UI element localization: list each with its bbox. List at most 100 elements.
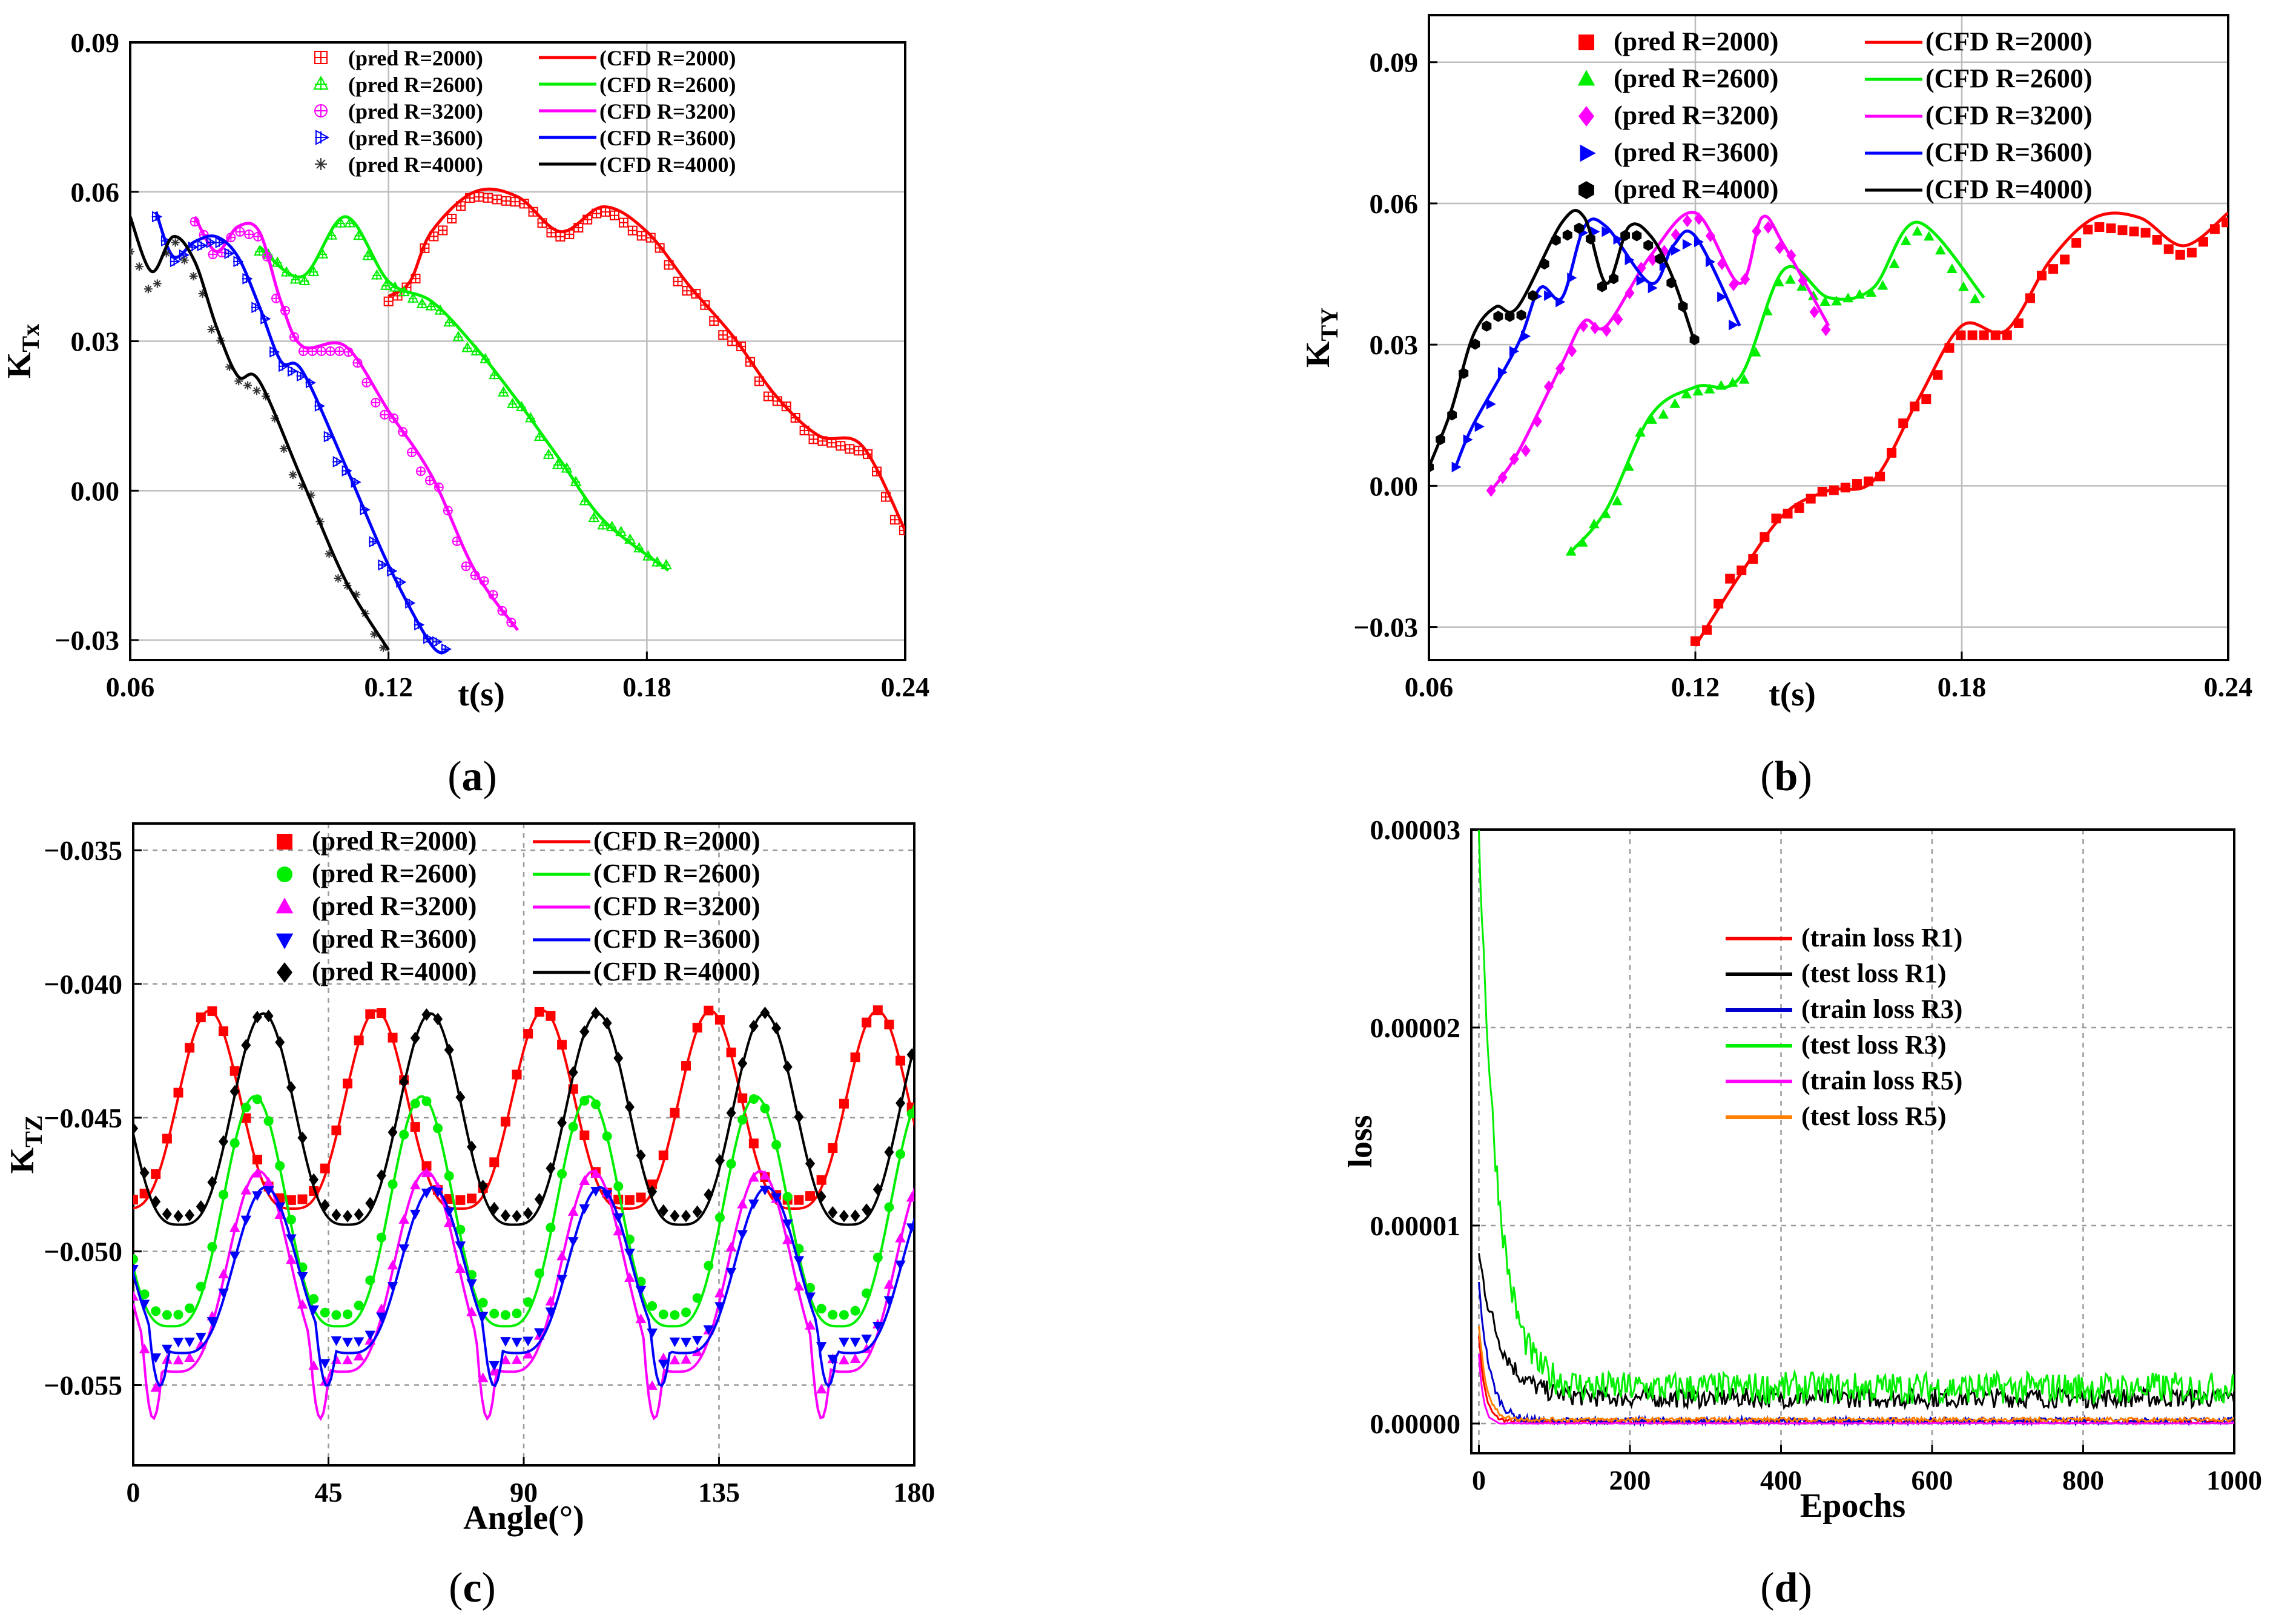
panel-a-point-2-23 bbox=[461, 342, 473, 352]
panel-a-point-0-0 bbox=[383, 296, 394, 306]
panel-c-ytick-label-0: −0.055 bbox=[44, 1370, 122, 1401]
panel-c-point-4-35 bbox=[523, 1348, 533, 1359]
panel-a-legend-pred-label-3: (pred R=3600) bbox=[348, 126, 483, 150]
panel-a-point-6-31 bbox=[432, 636, 443, 648]
panel-b-point-0-32 bbox=[2060, 254, 2070, 265]
panel-c-point-0-59 bbox=[794, 1195, 804, 1205]
panel-b-point-2-10 bbox=[1681, 388, 1692, 398]
panel-c-point-6-34 bbox=[511, 1338, 523, 1348]
panel-b-point-0-20 bbox=[1921, 394, 1931, 404]
panel-c-point-6-26 bbox=[421, 1189, 432, 1199]
panel-c-point-8-60 bbox=[805, 1157, 815, 1170]
panel-c-legend-marker-2 bbox=[275, 897, 294, 914]
panel-c-legend-cfd-label-1: (CFD R=2600) bbox=[593, 859, 760, 888]
panel-c-point-4-52 bbox=[714, 1287, 725, 1298]
panel-c-legend-marker-1 bbox=[277, 866, 292, 882]
panel-c-point-0-70 bbox=[918, 1146, 928, 1156]
panel-c-point-8-6 bbox=[196, 1200, 206, 1213]
panel-c-point-4-29 bbox=[455, 1263, 466, 1273]
panel-c-point-8-17 bbox=[320, 1199, 330, 1212]
panel-d-xtick-label-0: 0 bbox=[1472, 1465, 1486, 1496]
panel-a-point-8-4 bbox=[162, 249, 171, 258]
panel-c-point-8-50 bbox=[692, 1205, 702, 1218]
panel-a-point-2-17 bbox=[407, 292, 419, 303]
panel-a-point-0-11 bbox=[483, 193, 493, 203]
panel-b-plot-area bbox=[1429, 209, 2228, 647]
panel-c-point-2-62 bbox=[828, 1310, 838, 1320]
panel-a-point-6-8 bbox=[224, 248, 235, 259]
panel-d-ytick-label-0: 0.00000 bbox=[1370, 1408, 1461, 1439]
panel-c-point-8-5 bbox=[185, 1209, 195, 1222]
panel-a-point-2-32 bbox=[543, 448, 555, 460]
panel-b-xtick-label-1: 0.12 bbox=[1671, 672, 1720, 702]
panel-c-point-2-63 bbox=[839, 1310, 849, 1320]
panel-c-point-4-59 bbox=[793, 1281, 805, 1291]
panel-c-point-4-44 bbox=[624, 1272, 635, 1282]
panel-a-caption: (a) bbox=[447, 753, 497, 800]
panel-b-legend-marker-0 bbox=[1578, 35, 1594, 50]
panel-d-legend-label-1: (test loss R1) bbox=[1801, 959, 1947, 988]
panel-a-point-4-30 bbox=[461, 561, 471, 572]
panel-a-point-8-18 bbox=[288, 470, 297, 480]
panel-c-point-4-64 bbox=[849, 1353, 861, 1364]
panel-c-legend-pred-label-2: (pred R=3200) bbox=[312, 891, 477, 921]
panel-d-series-4 bbox=[1478, 1353, 2234, 1425]
panel-b-point-2-15 bbox=[1738, 374, 1750, 384]
panel-d-xtick-label-1: 200 bbox=[1609, 1465, 1651, 1496]
panel-a-plot-area bbox=[130, 187, 905, 655]
panel-b-point-2-19 bbox=[1785, 274, 1796, 284]
panel-a-point-8-6 bbox=[180, 256, 189, 265]
panel-b-point-2-22 bbox=[1819, 295, 1830, 306]
panel-b-point-6-2 bbox=[1474, 421, 1485, 432]
panel-a-legend-marker-0 bbox=[314, 51, 328, 64]
panel-a-line-9 bbox=[130, 216, 390, 651]
panel-c-point-4-37 bbox=[545, 1295, 556, 1305]
panel-a-legend-cfd-label-3: (CFD R=3600) bbox=[599, 126, 736, 150]
panel-a-point-4-19 bbox=[361, 377, 372, 388]
panel-c-point-8-47 bbox=[658, 1204, 668, 1217]
panel-c-line-7 bbox=[133, 1186, 914, 1388]
panel-b-legend-marker-2 bbox=[1578, 106, 1594, 127]
panel-a-point-8-9 bbox=[207, 325, 216, 334]
panel-b-caption: (b) bbox=[1760, 753, 1812, 800]
panel-b-point-4-25 bbox=[1775, 241, 1785, 254]
panel-c-point-8-48 bbox=[670, 1209, 680, 1223]
panel-a-legend-cfd-label-1: (CFD R=2600) bbox=[599, 73, 736, 97]
panel-c-point-2-17 bbox=[320, 1307, 330, 1318]
panel-c-legend-marker-4 bbox=[277, 962, 292, 983]
panel-a-legend-marker-2 bbox=[314, 104, 328, 117]
panel-d-ytick-label-1: 0.00001 bbox=[1370, 1210, 1461, 1241]
panel-a-chart: 0.06 0.12 0.18 0.24 −0.03 0.00 0.03 0.06 0.09 t(s… bbox=[1, 27, 929, 713]
panel-c-point-2-48 bbox=[670, 1310, 680, 1320]
panel-b-legend-pred-label-2: (pred R=3200) bbox=[1614, 101, 1778, 130]
panel-c-point-4-5 bbox=[184, 1352, 195, 1362]
panel-b-point-0-25 bbox=[1979, 330, 1989, 340]
panel-c-legend-pred-label-3: (pred R=3600) bbox=[312, 924, 477, 954]
panel-b-point-4-17 bbox=[1682, 214, 1692, 228]
panel-b-point-8-12 bbox=[1562, 229, 1572, 241]
panel-b-point-8-5 bbox=[1482, 320, 1492, 332]
panel-b-line-1 bbox=[1694, 211, 2228, 647]
panel-c-point-8-20 bbox=[354, 1208, 364, 1221]
panel-c-point-2-32 bbox=[489, 1309, 500, 1319]
panel-c-point-4-61 bbox=[816, 1384, 827, 1394]
panel-a-point-8-12 bbox=[234, 377, 243, 386]
panel-c-point-2-3 bbox=[162, 1310, 172, 1320]
panel-c-point-6-70 bbox=[918, 1195, 929, 1205]
panel-c-point-6-48 bbox=[669, 1337, 681, 1347]
panel-c-point-2-64 bbox=[850, 1305, 860, 1316]
panel-b-point-6-3 bbox=[1486, 398, 1496, 410]
panel-c-point-6-61 bbox=[816, 1342, 827, 1352]
panel-b-point-0-40 bbox=[2152, 235, 2162, 245]
panel-a-point-0-24 bbox=[601, 206, 611, 217]
panel-b-ytick-label-2: 0.03 bbox=[1370, 329, 1419, 360]
panel-a-point-0-50 bbox=[836, 441, 846, 451]
panel-a-point-8-25 bbox=[352, 590, 361, 599]
panel-c-point-8-2 bbox=[151, 1195, 161, 1208]
panel-c-point-2-49 bbox=[681, 1307, 691, 1318]
panel-d-series-5 bbox=[1478, 1325, 2234, 1424]
panel-c-xtick-label-4: 180 bbox=[894, 1477, 935, 1508]
panel-a-point-6-5 bbox=[197, 240, 208, 251]
panel-b-point-2-28 bbox=[1888, 258, 1900, 268]
panel-a-point-8-7 bbox=[189, 272, 198, 281]
